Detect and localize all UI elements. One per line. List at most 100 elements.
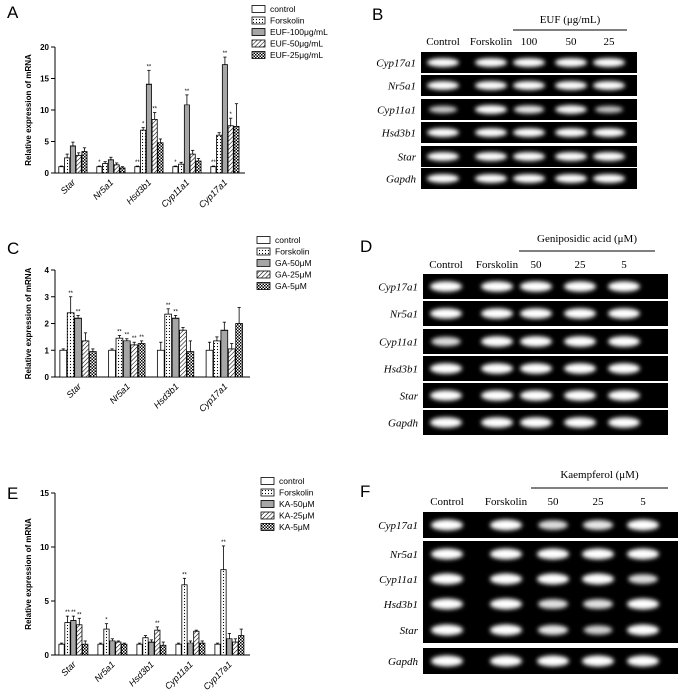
x-tick-label-Cyp11a1: Cyp11a1 <box>159 177 191 209</box>
bar-Cyp11a1-Forskolin <box>178 163 185 174</box>
bar-Star-control <box>59 349 68 378</box>
gel-band-Cyp11a1-25 <box>564 336 596 347</box>
gel-band-Nr5a1-Control <box>431 548 463 560</box>
significance-Nr5a1-Forskolin: ** <box>117 330 122 336</box>
x-tick-label-Cyp11a1: Cyp11a1 <box>163 659 195 691</box>
gel-band-Hsd3b1-Control <box>427 128 459 137</box>
bar-Hsd3b1-Forskolin <box>140 129 147 174</box>
y-axis-label: Relative expression of mRNA <box>24 267 33 379</box>
gel-gene-label-Hsd3b1: Hsd3b1 <box>381 128 416 140</box>
bar-Cyp17a1-control <box>205 349 214 378</box>
bar-Star-Forskolin <box>66 312 75 378</box>
gel-gene-label-Gapdh: Gapdh <box>388 656 418 668</box>
gel-band-Gapdh-5 <box>627 655 659 667</box>
bar-Cyp17a1-EUF-50μg/mL <box>227 125 234 174</box>
gel-band-Cyp11a1-50 <box>520 336 552 347</box>
gel-band-Nr5a1-25 <box>582 548 614 560</box>
significance-Hsd3b1-control: ** <box>135 160 140 166</box>
y-tick-label-0: 0 <box>45 651 50 660</box>
gel-band-Cyp17a1-50 <box>520 281 552 292</box>
bar-Nr5a1-EUF-100μg/mL <box>107 159 114 174</box>
gel-band-Nr5a1-50 <box>555 81 587 90</box>
bar-Cyp17a1-KA-25μM <box>232 641 239 656</box>
gel-band-Gapdh-25 <box>593 174 625 183</box>
bar-Nr5a1-GA-25μM <box>130 344 139 378</box>
y-tick-label-3: 3 <box>45 293 50 302</box>
legend-swatch-EUF-50μg/mL <box>251 39 266 48</box>
legend-label-Forskolin: Forskolin <box>270 16 305 26</box>
gel-band-Gapdh-Forskolin <box>475 174 507 183</box>
legend-label-Forskolin: Forskolin <box>279 488 314 498</box>
bar-Nr5a1-Forskolin <box>115 337 124 378</box>
gel-lane-label-50: 50 <box>566 36 578 48</box>
gel-band-Star-25 <box>564 390 596 401</box>
legend-label-KA-25μM: KA-25μM <box>279 511 315 521</box>
gel-gene-label-Cyp17a1: Cyp17a1 <box>378 520 418 532</box>
bar-Star-Forskolin <box>64 622 71 656</box>
gel-band-Cyp11a1-5 <box>608 336 640 347</box>
legend-swatch-KA-25μM <box>260 511 275 520</box>
legend-label-control: control <box>279 476 305 486</box>
y-tick-label-0: 0 <box>45 169 50 178</box>
bar-Hsd3b1-GA-5μM <box>186 351 195 378</box>
significance-Nr5a1-GA-25μM: ** <box>132 336 137 342</box>
bar-Hsd3b1-control <box>134 166 141 174</box>
gel-band-Star-50 <box>537 624 569 636</box>
bar-Cyp17a1-Forskolin <box>220 569 227 656</box>
legend-swatch-KA-5μM <box>260 523 275 531</box>
significance-Hsd3b1-Forskolin: ** <box>166 303 171 309</box>
gel-band-Gapdh-50 <box>537 655 569 667</box>
bar-Cyp17a1-GA-50μM <box>220 329 229 378</box>
gel-lane-label-Forskolin: Forskolin <box>485 496 528 508</box>
legend-swatch-KA-50μM <box>260 500 275 508</box>
legend-swatch-GA-5μM <box>256 282 271 290</box>
significance-Cyp11a1-Forskolin: ** <box>182 572 187 578</box>
y-tick-label-4: 4 <box>45 266 50 275</box>
legend-swatch-Forskolin <box>260 488 275 497</box>
gel-band-Star-50 <box>555 152 587 161</box>
gel-gene-label-Nr5a1: Nr5a1 <box>387 81 416 93</box>
legend-swatch-Forskolin <box>256 247 271 256</box>
gel-band-Star-Control <box>427 152 459 161</box>
bar-Hsd3b1-GA-25μM <box>179 329 187 378</box>
bar-Cyp11a1-control <box>175 643 182 656</box>
significance-Cyp17a1-control: ** <box>211 160 216 166</box>
gel-F: Kaempferol (μM) Control Forskolin 50 25 5 Cyp1… <box>378 469 678 674</box>
gel-band-Gapdh-Control <box>430 417 462 428</box>
legend-label-GA-5μM: GA-5μM <box>275 281 307 291</box>
x-tick-label-Star: Star <box>64 381 83 400</box>
x-tick-label-Star: Star <box>59 177 78 196</box>
bar-Cyp17a1-EUF-100μg/mL <box>221 64 228 174</box>
bar-Hsd3b1-control <box>156 349 165 378</box>
y-tick-label-15: 15 <box>40 489 49 498</box>
gel-band-Cyp11a1-Forskolin <box>481 336 513 347</box>
gel-band-Hsd3b1-Forskolin <box>481 363 513 374</box>
gel-band-Nr5a1-25 <box>593 81 625 90</box>
gel-band-Star-100 <box>513 152 545 161</box>
bar-Nr5a1-EUF-25μg/mL <box>119 167 126 174</box>
gel-band-Cyp11a1-Control <box>431 573 463 585</box>
significance-Cyp11a1-control: * <box>174 160 177 166</box>
gel-lane-label-Forskolin: Forskolin <box>470 36 513 48</box>
bar-Cyp17a1-KA-5μM <box>238 635 245 656</box>
bar-Star-GA-25μM <box>81 340 90 378</box>
significance-Cyp17a1-Forskolin: ** <box>221 540 226 546</box>
gel-band-Nr5a1-5 <box>608 308 640 319</box>
bar-Cyp11a1-EUF-50μg/mL <box>189 153 196 174</box>
gel-band-Gapdh-Forskolin <box>490 655 522 667</box>
gel-band-Cyp17a1-Control <box>427 58 459 67</box>
gel-lane-label-25: 25 <box>593 496 605 508</box>
gel-treatment-label: EUF (μg/mL) <box>540 14 601 26</box>
bar-Nr5a1-control <box>108 349 116 378</box>
y-tick-label-10: 10 <box>40 106 49 115</box>
gel-band-Cyp11a1-Control <box>431 336 461 347</box>
legend-swatch-EUF-100μg/mL <box>251 28 266 36</box>
gel-band-Star-Control <box>431 624 463 636</box>
legend-swatch-control <box>260 477 275 485</box>
gel-band-Cyp11a1-25 <box>595 105 623 114</box>
legend-label-control: control <box>270 4 296 14</box>
x-tick-label-Nr5a1: Nr5a1 <box>91 177 115 201</box>
gels-layer: EUF (μg/mL) Control Forskolin 100 50 25 Cyp17a… <box>376 14 678 674</box>
